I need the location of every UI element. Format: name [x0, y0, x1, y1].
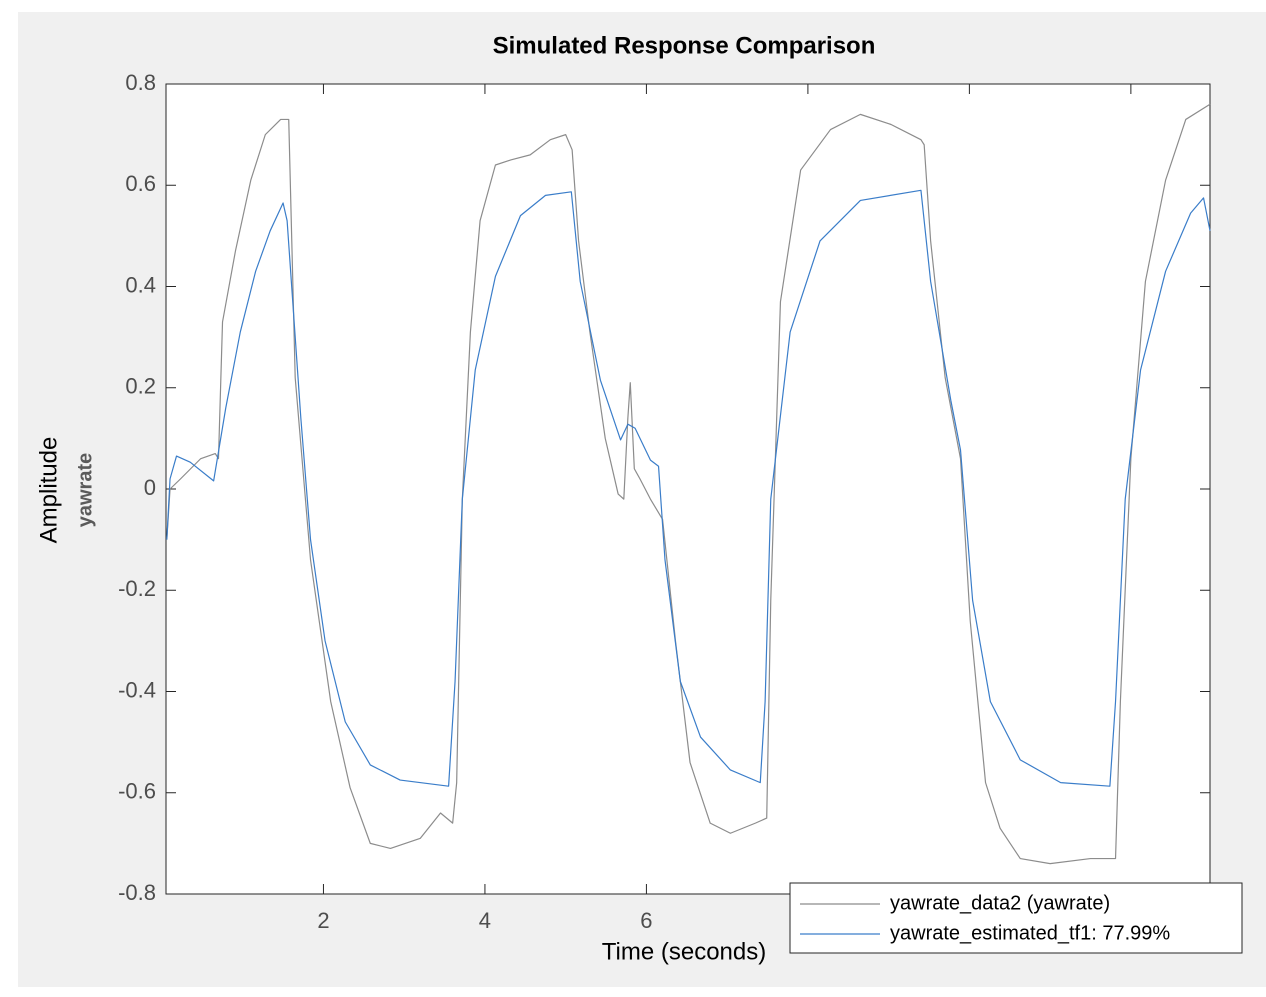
legend: yawrate_data2 (yawrate) yawrate_estimated… [789, 882, 1243, 954]
x-tick-label: 4 [479, 908, 491, 933]
x-tick-label: 2 [317, 908, 329, 933]
y-tick-label: -0.4 [118, 677, 156, 702]
y-tick-label: 0 [144, 475, 156, 500]
y-tick-label: 0.2 [125, 374, 156, 399]
chart-title: Simulated Response Comparison [493, 32, 876, 59]
y-tick-label: 0.6 [125, 171, 156, 196]
y-tick-label: 0.4 [125, 272, 156, 297]
x-axis-label: Time (seconds) [602, 938, 766, 965]
y-tick-label: 0.8 [125, 70, 156, 95]
legend-label: yawrate_data2 (yawrate) [890, 892, 1110, 914]
y-tick-label: -0.8 [118, 880, 156, 905]
series-line [166, 103, 1211, 865]
y-tick-label: -0.2 [118, 576, 156, 601]
legend-label: yawrate_estimated_tf1: 77.99% [890, 922, 1170, 944]
y-axis-sublabel: yawrate [74, 453, 96, 528]
y-tick-label: -0.6 [118, 779, 156, 804]
y-axis-label: Amplitude [35, 437, 62, 544]
axes-box [165, 83, 1211, 895]
x-tick-label: 6 [640, 908, 652, 933]
legend-box [789, 882, 1243, 954]
series-line [166, 189, 1211, 787]
